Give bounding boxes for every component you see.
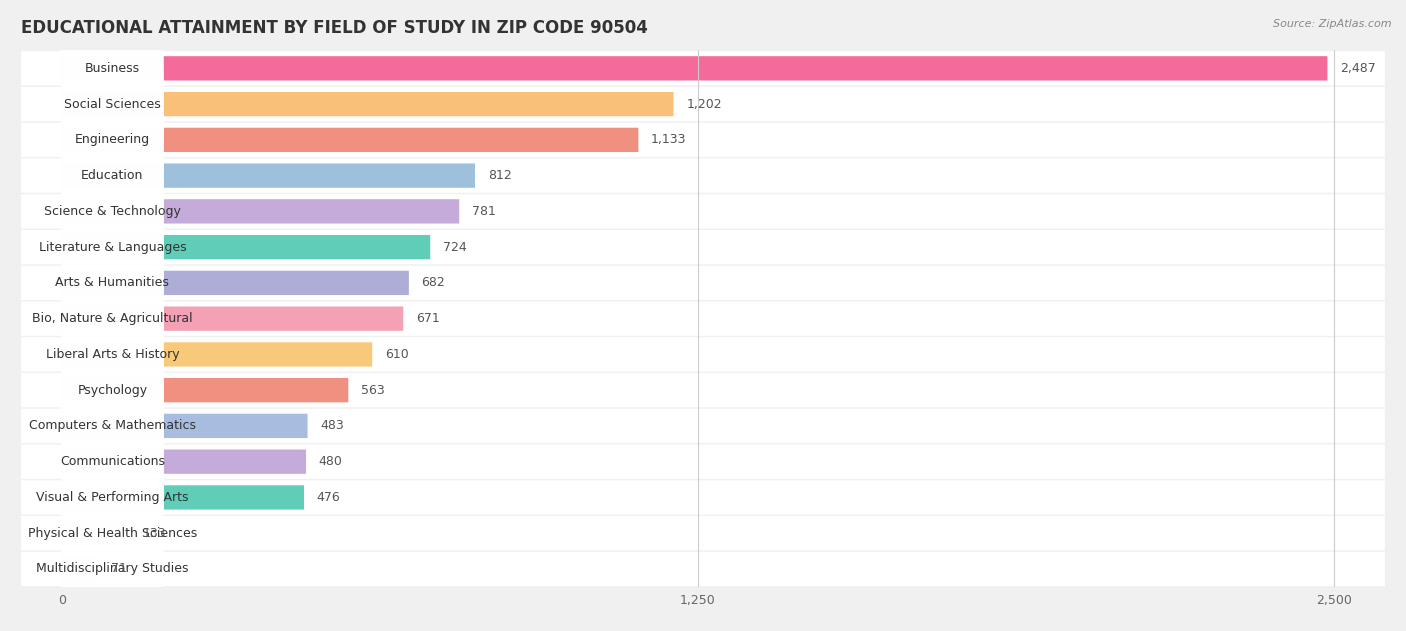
FancyBboxPatch shape <box>21 230 1385 264</box>
FancyBboxPatch shape <box>21 51 1385 86</box>
FancyBboxPatch shape <box>62 414 308 438</box>
FancyBboxPatch shape <box>21 302 1385 336</box>
FancyBboxPatch shape <box>62 22 163 258</box>
FancyBboxPatch shape <box>62 449 307 474</box>
FancyBboxPatch shape <box>21 480 1385 515</box>
FancyBboxPatch shape <box>62 344 163 580</box>
Text: 812: 812 <box>488 169 512 182</box>
FancyBboxPatch shape <box>21 87 1385 121</box>
FancyBboxPatch shape <box>62 0 163 186</box>
Text: Source: ZipAtlas.com: Source: ZipAtlas.com <box>1274 19 1392 29</box>
Text: Liberal Arts & History: Liberal Arts & History <box>45 348 179 361</box>
FancyBboxPatch shape <box>62 235 430 259</box>
Text: Psychology: Psychology <box>77 384 148 397</box>
Text: 781: 781 <box>472 205 496 218</box>
FancyBboxPatch shape <box>21 266 1385 300</box>
FancyBboxPatch shape <box>21 337 1385 372</box>
FancyBboxPatch shape <box>62 0 163 222</box>
Text: Communications: Communications <box>60 455 165 468</box>
Text: 1,133: 1,133 <box>651 133 686 146</box>
FancyBboxPatch shape <box>62 451 163 631</box>
FancyBboxPatch shape <box>62 201 163 437</box>
FancyBboxPatch shape <box>62 129 163 365</box>
FancyBboxPatch shape <box>21 194 1385 228</box>
FancyBboxPatch shape <box>62 165 163 401</box>
Text: Multidisciplinary Studies: Multidisciplinary Studies <box>37 562 188 575</box>
Text: 1,202: 1,202 <box>686 98 721 110</box>
Text: 610: 610 <box>385 348 409 361</box>
FancyBboxPatch shape <box>62 521 129 545</box>
Text: 724: 724 <box>443 240 467 254</box>
FancyBboxPatch shape <box>62 342 373 367</box>
FancyBboxPatch shape <box>62 57 163 293</box>
FancyBboxPatch shape <box>21 122 1385 157</box>
FancyBboxPatch shape <box>62 307 404 331</box>
FancyBboxPatch shape <box>62 237 163 473</box>
FancyBboxPatch shape <box>21 444 1385 479</box>
FancyBboxPatch shape <box>21 158 1385 193</box>
FancyBboxPatch shape <box>21 551 1385 586</box>
FancyBboxPatch shape <box>62 56 1327 81</box>
FancyBboxPatch shape <box>62 127 638 152</box>
Text: 682: 682 <box>422 276 446 290</box>
FancyBboxPatch shape <box>62 308 163 544</box>
Text: 483: 483 <box>321 420 344 432</box>
Text: Physical & Health Sciences: Physical & Health Sciences <box>28 527 197 540</box>
Text: 671: 671 <box>416 312 440 325</box>
FancyBboxPatch shape <box>62 379 163 615</box>
Text: Social Sciences: Social Sciences <box>65 98 160 110</box>
FancyBboxPatch shape <box>62 163 475 188</box>
Text: Business: Business <box>84 62 141 75</box>
Text: Arts & Humanities: Arts & Humanities <box>55 276 169 290</box>
FancyBboxPatch shape <box>21 373 1385 408</box>
Text: Visual & Performing Arts: Visual & Performing Arts <box>37 491 188 504</box>
FancyBboxPatch shape <box>21 516 1385 550</box>
Text: Engineering: Engineering <box>75 133 150 146</box>
Text: 2,487: 2,487 <box>1340 62 1376 75</box>
Text: 480: 480 <box>319 455 343 468</box>
Text: 133: 133 <box>142 527 166 540</box>
FancyBboxPatch shape <box>62 92 673 116</box>
FancyBboxPatch shape <box>62 271 409 295</box>
Text: 71: 71 <box>111 562 127 575</box>
FancyBboxPatch shape <box>62 557 98 581</box>
Text: Education: Education <box>82 169 143 182</box>
FancyBboxPatch shape <box>62 272 163 508</box>
FancyBboxPatch shape <box>62 485 304 510</box>
Text: EDUCATIONAL ATTAINMENT BY FIELD OF STUDY IN ZIP CODE 90504: EDUCATIONAL ATTAINMENT BY FIELD OF STUDY… <box>21 19 648 37</box>
Text: Bio, Nature & Agricultural: Bio, Nature & Agricultural <box>32 312 193 325</box>
FancyBboxPatch shape <box>21 409 1385 443</box>
Text: Computers & Mathematics: Computers & Mathematics <box>30 420 195 432</box>
Text: Science & Technology: Science & Technology <box>44 205 181 218</box>
Text: 476: 476 <box>316 491 340 504</box>
FancyBboxPatch shape <box>62 199 460 223</box>
FancyBboxPatch shape <box>62 378 349 403</box>
FancyBboxPatch shape <box>62 93 163 329</box>
FancyBboxPatch shape <box>62 415 163 631</box>
Text: 563: 563 <box>361 384 385 397</box>
Text: Literature & Languages: Literature & Languages <box>38 240 186 254</box>
